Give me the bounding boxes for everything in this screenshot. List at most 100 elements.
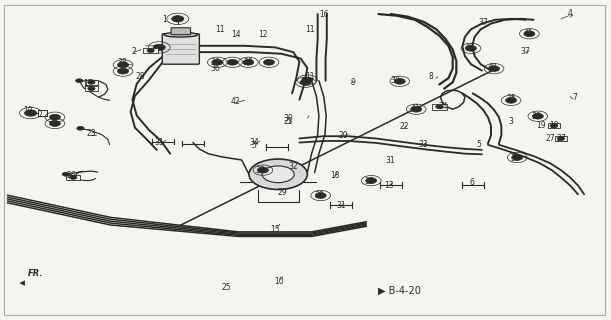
Circle shape [49, 121, 60, 126]
Bar [85, 86, 98, 91]
Text: 11: 11 [306, 25, 315, 34]
Text: 36: 36 [211, 58, 221, 67]
Text: 40: 40 [488, 63, 498, 72]
Text: FR.: FR. [27, 269, 43, 278]
Circle shape [524, 31, 535, 36]
Text: 7: 7 [572, 93, 577, 102]
Circle shape [249, 159, 307, 189]
Circle shape [70, 176, 77, 179]
Circle shape [511, 155, 522, 160]
Circle shape [49, 114, 60, 120]
Bar [547, 124, 560, 128]
Text: 29: 29 [277, 188, 287, 197]
Circle shape [147, 49, 155, 52]
Text: 10: 10 [23, 106, 32, 115]
Bar [85, 80, 98, 85]
Text: 36: 36 [211, 63, 221, 73]
Circle shape [62, 172, 70, 176]
Text: 18: 18 [330, 172, 340, 180]
Bar [555, 136, 567, 141]
Text: 30: 30 [283, 114, 293, 123]
Text: 26: 26 [67, 171, 76, 180]
Text: 2: 2 [131, 47, 136, 56]
Circle shape [466, 45, 477, 51]
Text: 20: 20 [338, 131, 348, 140]
Text: 14: 14 [231, 30, 240, 39]
Text: 31: 31 [336, 202, 346, 211]
Circle shape [77, 126, 84, 130]
Text: 4: 4 [568, 9, 573, 18]
Text: 6: 6 [469, 178, 474, 187]
Circle shape [300, 79, 311, 85]
Text: 39: 39 [510, 154, 520, 163]
Circle shape [243, 60, 254, 65]
Text: 27: 27 [556, 134, 566, 143]
Text: 17: 17 [84, 79, 93, 88]
Bar [38, 110, 47, 116]
Text: 40: 40 [465, 43, 475, 52]
Circle shape [366, 178, 376, 183]
Text: 31: 31 [386, 156, 395, 164]
Text: 38: 38 [390, 76, 400, 84]
Text: 11: 11 [216, 25, 225, 34]
Text: 38: 38 [301, 77, 310, 86]
Circle shape [302, 77, 313, 83]
Circle shape [88, 80, 95, 84]
Circle shape [172, 16, 184, 22]
Text: 19: 19 [549, 121, 558, 130]
Circle shape [76, 79, 83, 83]
Bar [432, 104, 447, 109]
Text: 15: 15 [270, 225, 280, 234]
Bar [143, 48, 158, 53]
Text: 8: 8 [428, 72, 433, 81]
Circle shape [117, 62, 128, 68]
Text: 5: 5 [251, 141, 256, 150]
Circle shape [550, 124, 557, 128]
Text: 19: 19 [536, 121, 546, 130]
Circle shape [227, 60, 238, 65]
Text: 5: 5 [477, 140, 481, 149]
Text: 37: 37 [521, 47, 530, 56]
FancyBboxPatch shape [163, 34, 199, 64]
Text: 12: 12 [258, 30, 268, 39]
Text: 38: 38 [365, 177, 374, 186]
Text: 23: 23 [87, 130, 96, 139]
Text: 35: 35 [506, 94, 516, 103]
Text: 41: 41 [410, 104, 420, 113]
Circle shape [506, 98, 516, 103]
Text: 13: 13 [384, 181, 394, 190]
Text: 34: 34 [249, 138, 259, 147]
Text: 38: 38 [48, 118, 58, 127]
Bar [67, 175, 80, 180]
Text: 38: 38 [117, 58, 126, 67]
FancyBboxPatch shape [171, 28, 191, 35]
Text: 21: 21 [284, 117, 293, 126]
Text: 38: 38 [255, 166, 265, 175]
Text: 33: 33 [418, 140, 428, 149]
Text: 38: 38 [244, 58, 253, 67]
Circle shape [315, 193, 326, 198]
Circle shape [257, 167, 268, 173]
Circle shape [436, 105, 443, 108]
Circle shape [489, 66, 500, 71]
Text: 1: 1 [162, 15, 167, 24]
Circle shape [411, 106, 422, 112]
Text: 24: 24 [438, 102, 448, 111]
Ellipse shape [164, 32, 197, 37]
Circle shape [153, 44, 166, 51]
Text: 38: 38 [314, 191, 324, 200]
Text: 42: 42 [231, 97, 240, 106]
Circle shape [557, 137, 565, 140]
Text: 39: 39 [532, 112, 541, 121]
Text: 28: 28 [135, 72, 145, 81]
Circle shape [212, 60, 223, 65]
Text: 11: 11 [306, 72, 315, 81]
Circle shape [394, 78, 405, 84]
Text: 16: 16 [319, 10, 329, 19]
Circle shape [88, 87, 95, 91]
Circle shape [532, 113, 543, 119]
Text: 10: 10 [274, 277, 284, 286]
Text: 22: 22 [399, 122, 409, 131]
Text: 31: 31 [155, 138, 164, 147]
Circle shape [24, 110, 37, 116]
